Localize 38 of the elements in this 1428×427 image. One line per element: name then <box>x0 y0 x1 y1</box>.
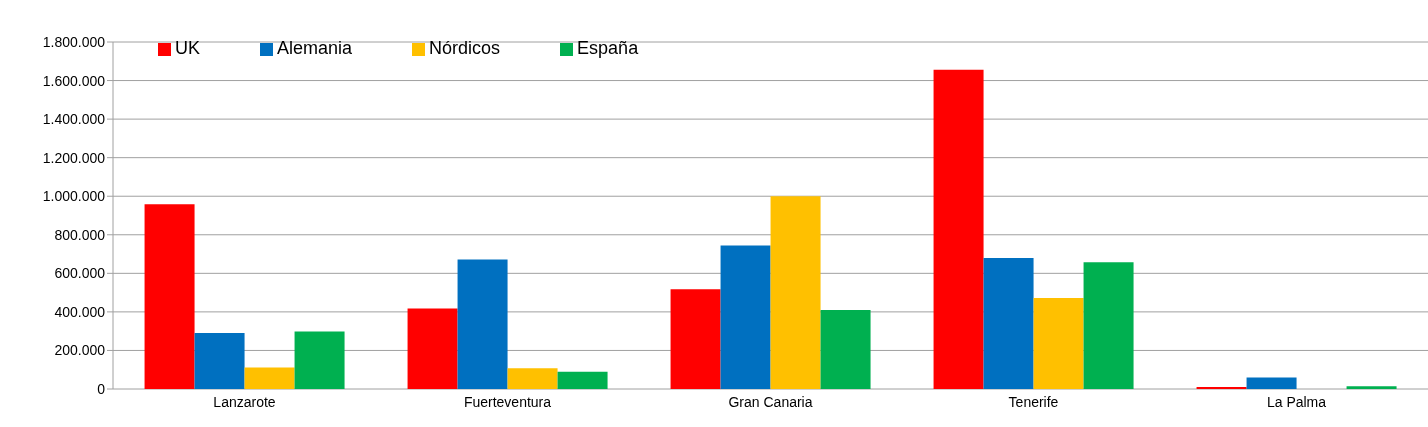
bar <box>1196 386 1247 389</box>
bar <box>1083 262 1134 389</box>
bar <box>557 371 608 389</box>
bar <box>1033 298 1084 389</box>
bar <box>194 333 245 389</box>
y-tick-label: 1.000.000 <box>42 188 106 205</box>
legend-label: Nórdicos <box>429 38 501 58</box>
bar <box>770 196 821 389</box>
y-tick-label: 0 <box>97 380 106 397</box>
y-tick-label: 1.200.000 <box>42 149 106 166</box>
x-tick-label: Gran Canaria <box>728 393 813 410</box>
bar <box>507 368 558 389</box>
bar <box>1246 377 1297 389</box>
bar <box>983 258 1034 389</box>
x-tick-label: Lanzarote <box>213 393 276 410</box>
bar <box>820 309 871 389</box>
y-tick-label: 200.000 <box>54 342 106 359</box>
bar <box>933 69 984 389</box>
y-tick-label: 800.000 <box>54 226 106 243</box>
y-tick-label: 600.000 <box>54 265 106 282</box>
bar <box>294 331 345 389</box>
bar <box>1346 386 1397 389</box>
bar <box>144 204 195 389</box>
legend-label: UK <box>175 38 201 58</box>
y-tick-label: 400.000 <box>54 303 106 320</box>
legend-label: Alemania <box>277 38 353 58</box>
bar <box>720 245 771 389</box>
legend-label: España <box>577 38 639 58</box>
bar <box>670 289 721 389</box>
x-tick-label: Fuerteventura <box>463 393 552 410</box>
y-tick-label: 1.800.000 <box>42 33 106 50</box>
bar <box>457 259 508 389</box>
y-tick-label: 1.400.000 <box>42 111 106 128</box>
bar <box>244 367 295 389</box>
x-tick-label: La Palma <box>1266 393 1327 410</box>
x-tick-label: Tenerife <box>1008 393 1059 410</box>
bar <box>407 308 458 389</box>
y-tick-label: 1.600.000 <box>42 72 106 89</box>
